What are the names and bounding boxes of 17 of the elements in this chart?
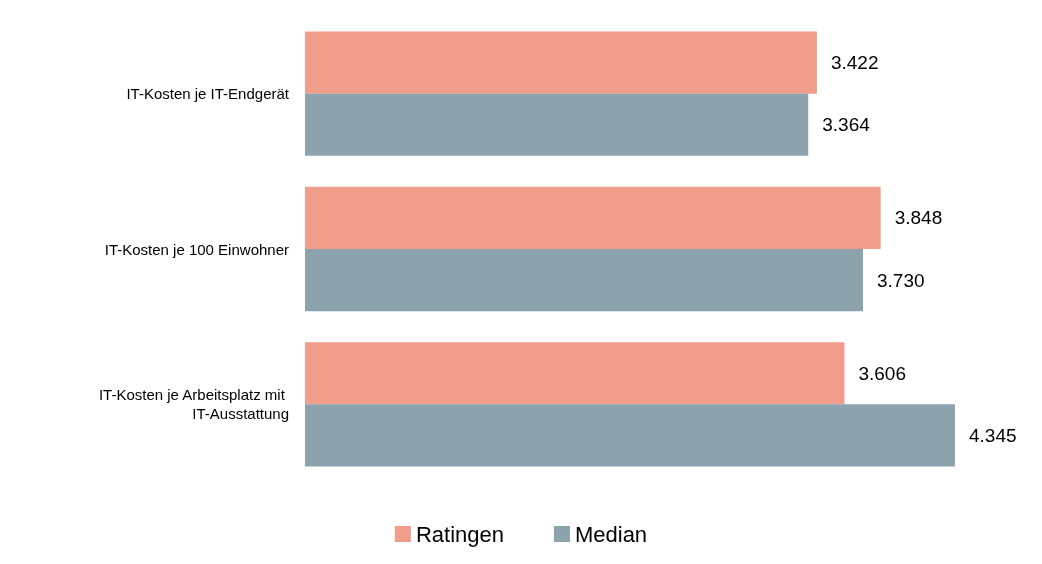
bar <box>305 31 817 94</box>
y-tick-label: IT-Kosten je Arbeitsplatz mit IT-Ausstattung <box>98 386 289 423</box>
bar <box>305 186 881 249</box>
data-label: 3.848 <box>894 207 943 229</box>
data-label: 3.364 <box>822 114 871 136</box>
bar <box>305 93 809 156</box>
data-label: 3.606 <box>858 362 906 384</box>
data-label: 3.730 <box>877 269 925 291</box>
y-tick-label: IT-Kosten je 100 Einwohner <box>104 240 289 258</box>
bar <box>305 342 845 405</box>
y-tick-label: IT-Kosten je IT-Endgerät <box>126 85 290 103</box>
data-label: 4.345 <box>969 424 1017 446</box>
bar <box>305 249 863 312</box>
legend-label: Ratingen <box>415 521 504 547</box>
bar <box>305 404 955 467</box>
legend-label: Median <box>574 521 648 547</box>
data-label: 3.422 <box>830 52 879 74</box>
